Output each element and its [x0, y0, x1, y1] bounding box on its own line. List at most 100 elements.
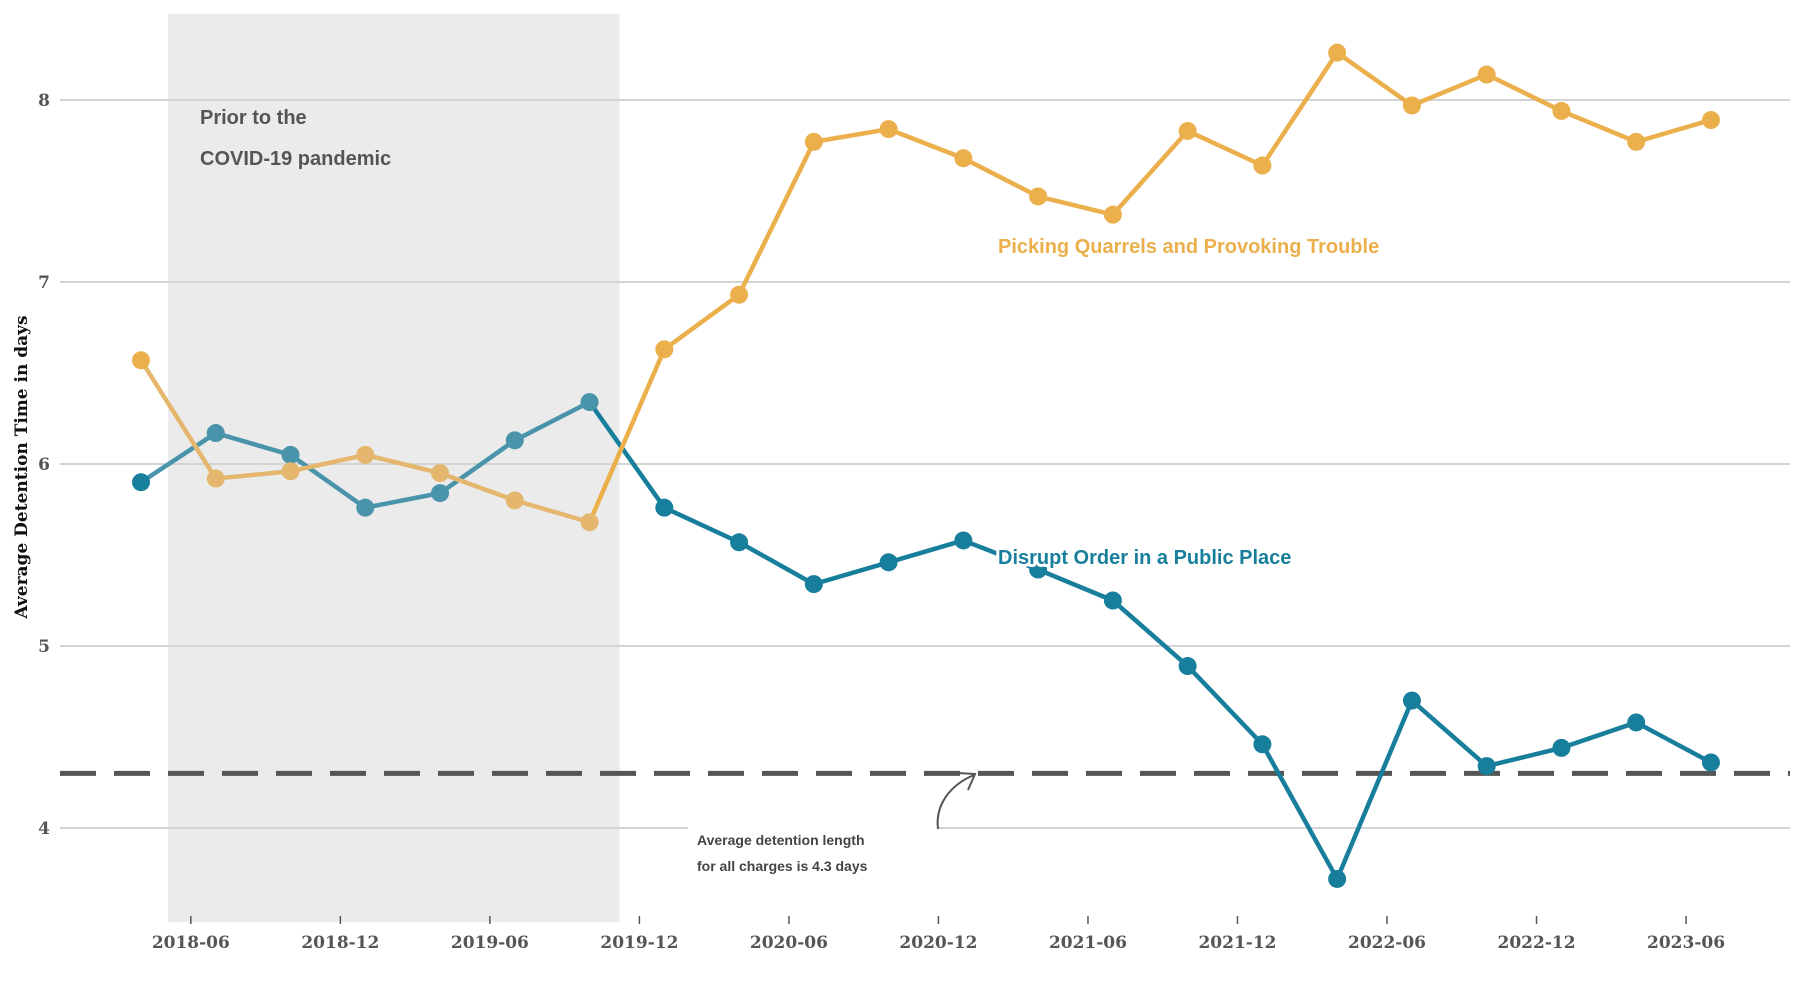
annotations: Average Detention Time in days Prior to …	[12, 107, 1382, 882]
y-tick-labels: 4 5 6 7 8	[38, 91, 50, 839]
data-point	[580, 513, 599, 532]
series-segment	[736, 139, 817, 297]
series-segment	[1334, 50, 1415, 108]
y-tick-label: 8	[38, 91, 50, 111]
data-point	[1029, 560, 1048, 579]
x-tick-label: 2021-06	[1049, 933, 1127, 953]
y-tick-label: 4	[38, 819, 50, 839]
data-point	[431, 464, 450, 483]
data-point	[505, 491, 524, 510]
series-segment	[437, 438, 518, 496]
data-point	[655, 340, 674, 359]
series-segment	[213, 469, 293, 481]
x-tick-label: 2019-06	[451, 933, 529, 953]
data-point	[1701, 753, 1720, 772]
data-point	[1552, 101, 1571, 120]
series-segment	[811, 126, 891, 145]
shaded-region-label-line-1: Prior to the	[200, 107, 307, 129]
data-point	[954, 149, 973, 168]
y-axis-label: Average Detention Time in days	[12, 315, 32, 619]
data-point	[1627, 132, 1646, 151]
reference-note-arrowhead-icon	[957, 772, 977, 791]
data-point	[1552, 738, 1571, 757]
series-label-picking-quarrels: Picking Quarrels and Provoking Trouble	[998, 236, 1379, 258]
data-point	[281, 445, 300, 464]
data-point	[356, 445, 375, 464]
x-tick-label: 2019-12	[600, 933, 678, 953]
reference-note-line-2: for all charges is 4.3 days	[697, 858, 868, 874]
data-point	[804, 132, 823, 151]
x-tick-label: 2021-12	[1198, 933, 1276, 953]
x-tick-label: 2022-06	[1348, 933, 1426, 953]
pre-pandemic-shaded-region	[167, 14, 620, 922]
series-segment	[1185, 663, 1265, 747]
data-point	[1701, 111, 1720, 130]
series-segment	[437, 470, 518, 503]
series-segment	[1334, 698, 1415, 882]
series-segment	[886, 538, 966, 565]
data-point	[206, 469, 225, 488]
series-segment	[1260, 742, 1340, 882]
data-point	[431, 484, 450, 503]
series-segment	[213, 430, 293, 458]
x-tick-label: 2023-06	[1647, 933, 1725, 953]
x-axis-ticks: 2018-06 2018-12 2019-06 2019-12 2020-06 2020-…	[152, 916, 1725, 953]
data-point	[281, 462, 300, 481]
data-point	[1402, 96, 1421, 115]
series-segment	[1633, 117, 1714, 145]
data-point	[1178, 121, 1197, 140]
series-segment	[1260, 50, 1340, 168]
data-point	[1328, 869, 1347, 888]
series-segment	[1484, 745, 1564, 769]
series-segment	[587, 347, 667, 525]
series-segment	[1559, 108, 1639, 145]
data-point	[1253, 735, 1272, 754]
data-point	[1627, 713, 1646, 732]
data-point	[1103, 205, 1122, 224]
reference-note-arrow-icon	[936, 774, 975, 830]
data-point	[1178, 657, 1197, 676]
reference-note-line-1: Average detention length	[697, 832, 865, 848]
series-segment	[811, 560, 891, 587]
shaded-region-rect	[167, 14, 620, 922]
series-label-disrupt-order: Disrupt Order in a Public Place	[998, 547, 1291, 569]
data-point	[1253, 156, 1272, 175]
x-tick-label: 2018-06	[152, 933, 230, 953]
series-segment	[1559, 720, 1639, 751]
series-segment	[1409, 72, 1489, 108]
series-segment	[1185, 128, 1265, 168]
data-point	[206, 424, 225, 443]
series-segment	[1110, 598, 1190, 669]
series-segment	[886, 126, 966, 161]
data-point	[132, 473, 150, 492]
data-point	[655, 498, 674, 517]
series-segment	[1035, 567, 1116, 603]
data-point	[580, 393, 599, 412]
data-point	[730, 285, 749, 304]
reference-note-background	[688, 824, 938, 882]
series-segment	[1409, 698, 1489, 769]
x-tick-label: 2020-12	[899, 933, 977, 953]
data-point	[1029, 187, 1048, 206]
data-point	[1477, 65, 1496, 84]
series-segment	[363, 452, 443, 476]
x-tick-label: 2020-06	[750, 933, 828, 953]
shaded-region-label-line-2: COVID-19 pandemic	[200, 148, 391, 170]
data-point	[1402, 691, 1421, 710]
series-segment	[1035, 194, 1116, 217]
data-point	[879, 553, 898, 572]
series-segment	[961, 538, 1041, 572]
y-tick-label: 5	[38, 637, 50, 657]
series-segment	[138, 358, 219, 481]
series-lines	[138, 50, 1714, 882]
data-point	[804, 575, 823, 594]
data-point	[1477, 757, 1496, 776]
data-point	[1103, 591, 1122, 610]
series-segment	[288, 452, 368, 510]
data-point	[1328, 43, 1347, 62]
series-segment	[1633, 720, 1714, 765]
data-point	[879, 120, 898, 139]
series-segment	[138, 430, 219, 485]
series-segment	[662, 292, 742, 352]
series-segment	[288, 452, 368, 474]
